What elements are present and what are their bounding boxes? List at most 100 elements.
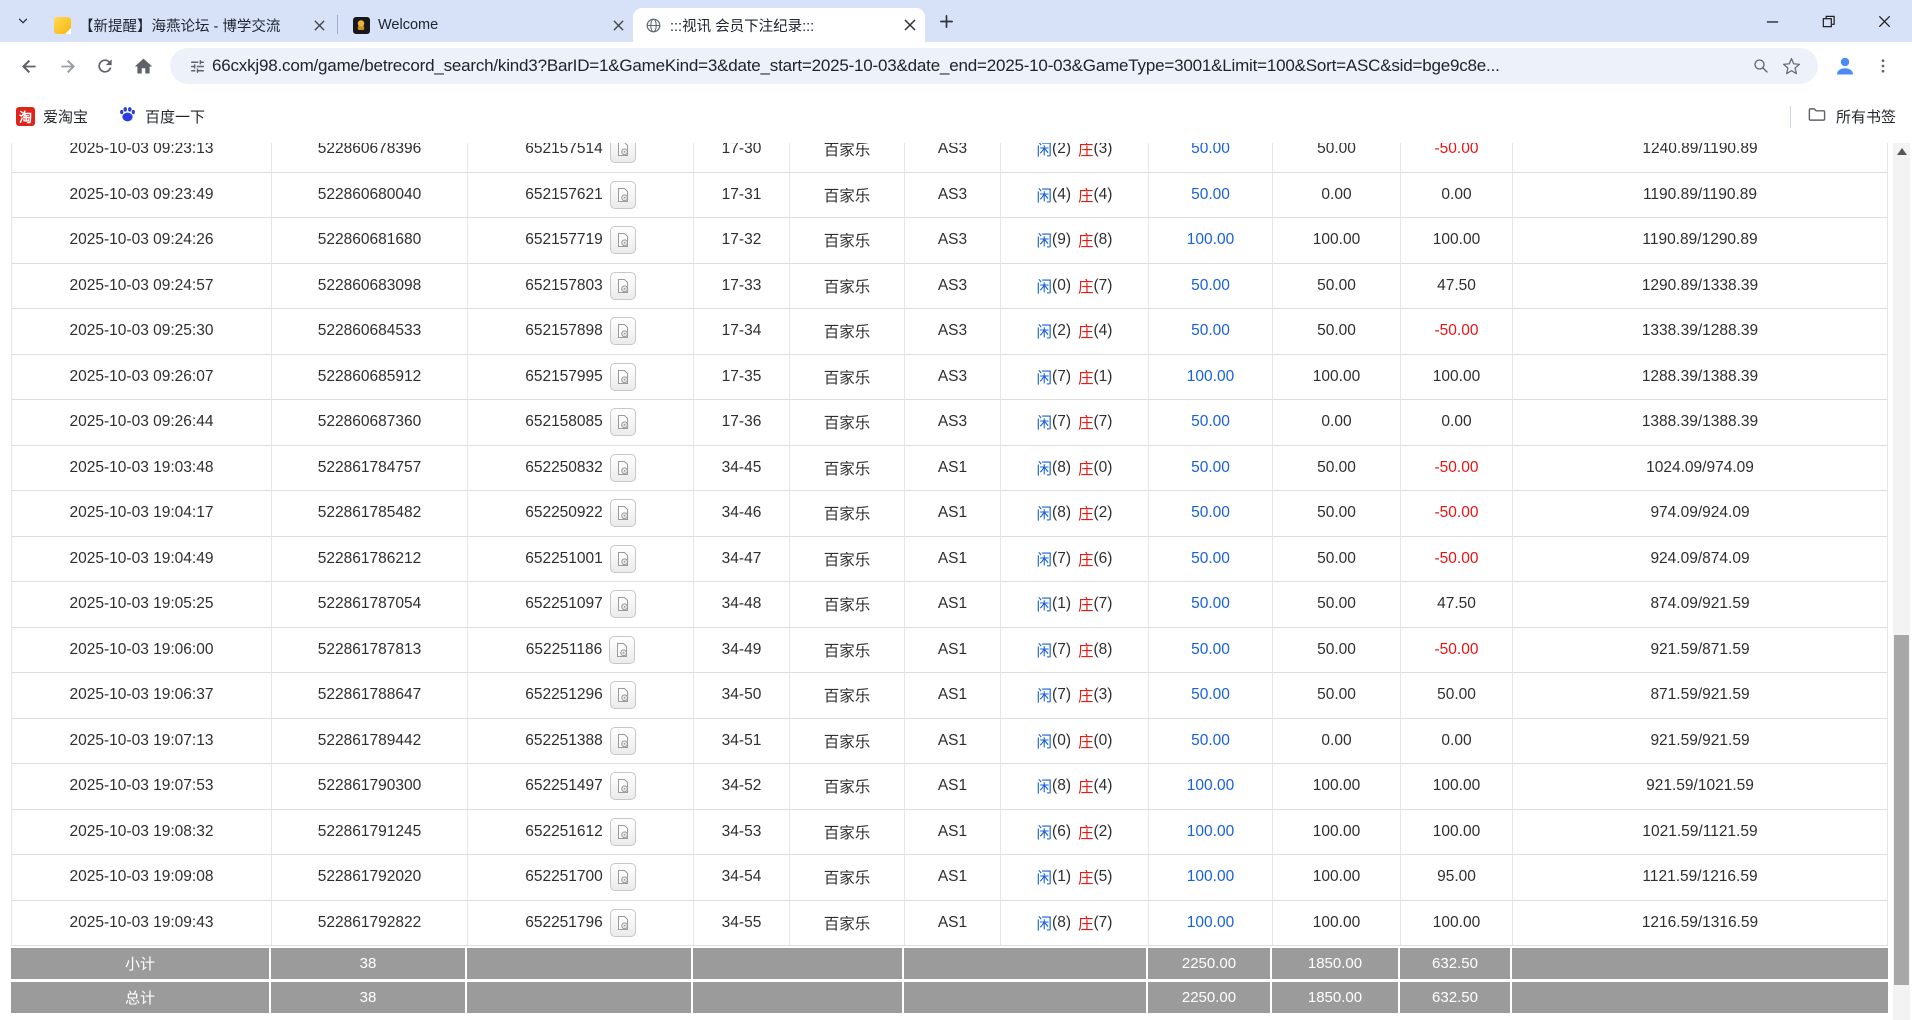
cell-bet-amount[interactable]: 50.00 (1149, 536, 1273, 581)
restore-window-icon[interactable] (1800, 0, 1856, 42)
cell-bet-detail: 闲 (1) 庄 (5) (1001, 855, 1149, 900)
cell-valid-amount: 0.00 (1273, 718, 1401, 763)
address-bar[interactable]: 66cxkj98.com/game/betrecord_search/kind3… (170, 48, 1818, 84)
video-record-icon[interactable] (609, 635, 636, 664)
cell-win-loss: 100.00 (1401, 218, 1513, 263)
banker-bet-label: 庄 (1078, 551, 1094, 569)
forward-icon[interactable] (48, 47, 86, 85)
cell-bet-id: 522860684533 (272, 309, 468, 354)
video-record-icon[interactable] (609, 499, 636, 528)
browser-menu-dots-icon[interactable] (1864, 47, 1902, 85)
cell-game-id: 652157621 (468, 172, 694, 217)
cell-valid-amount: 100.00 (1273, 809, 1401, 854)
video-record-icon[interactable] (609, 544, 636, 573)
cell-bet-amount[interactable]: 100.00 (1149, 764, 1273, 809)
cell-valid-amount: 100.00 (1273, 354, 1401, 399)
cell-bet-amount[interactable]: 100.00 (1149, 809, 1273, 854)
video-record-icon[interactable] (609, 817, 636, 846)
page-scrollbar[interactable] (1893, 143, 1910, 1020)
folder-icon (1807, 105, 1826, 128)
cell-balance: 974.09/924.09 (1513, 491, 1888, 536)
cell-valid-amount: 50.00 (1273, 536, 1401, 581)
player-bet-count: (0) (1052, 731, 1071, 749)
reload-icon[interactable] (86, 47, 124, 85)
cell-win-loss: 95.00 (1401, 855, 1513, 900)
zoom-magnifier-icon[interactable] (1746, 51, 1776, 81)
video-record-icon[interactable] (609, 590, 636, 619)
cell-win-loss: 0.00 (1401, 718, 1513, 763)
cell-bet-amount[interactable]: 50.00 (1149, 172, 1273, 217)
cell-bet-detail: 闲 (8) 庄 (0) (1001, 445, 1149, 490)
home-icon[interactable] (124, 47, 162, 85)
tab-forum-close-icon[interactable] (310, 16, 328, 34)
bookmark-baidu[interactable]: 百度一下 (118, 105, 205, 128)
back-icon[interactable] (10, 47, 48, 85)
video-record-icon[interactable] (609, 362, 636, 391)
tab-search-chevron-icon[interactable] (8, 6, 38, 36)
video-record-icon[interactable] (609, 772, 636, 801)
cell-game-name: 百家乐 (790, 855, 905, 900)
cell-bet-time: 2025-10-03 19:08:32 (12, 809, 272, 854)
scrollbar-thumb[interactable] (1894, 635, 1909, 985)
tab-welcome-close-icon[interactable] (609, 16, 627, 34)
cell-bet-amount[interactable]: 50.00 (1149, 445, 1273, 490)
tab-betrecord-active[interactable]: :::视讯 会员下注纪录::: (633, 8, 925, 42)
cell-bet-amount[interactable]: 50.00 (1149, 673, 1273, 718)
tab-welcome[interactable]: Welcome (341, 8, 633, 42)
video-record-icon[interactable] (609, 226, 636, 255)
cell-bet-amount[interactable]: 50.00 (1149, 263, 1273, 308)
cell-game-id: 652251612 (468, 809, 694, 854)
tab-betrecord-close-icon[interactable] (901, 16, 919, 34)
cell-bet-amount[interactable]: 100.00 (1149, 218, 1273, 263)
cell-round: 17-32 (694, 218, 790, 263)
cell-bet-amount[interactable]: 50.00 (1149, 582, 1273, 627)
cell-game-id: 652157898 (468, 309, 694, 354)
cell-bet-amount[interactable]: 50.00 (1149, 309, 1273, 354)
cell-bet-amount[interactable]: 50.00 (1149, 718, 1273, 763)
cell-bet-amount[interactable]: 50.00 (1149, 627, 1273, 672)
video-record-icon[interactable] (609, 453, 636, 482)
tab-forum[interactable]: 【新提醒】海燕论坛 - 博学交流 (42, 8, 334, 42)
table-row: 2025-10-03 09:24:26 522860681680 6521577… (11, 218, 1888, 264)
cell-game-id: 652251097 (468, 582, 694, 627)
profile-avatar-icon[interactable] (1826, 47, 1864, 85)
table-row: 2025-10-03 09:24:57 522860683098 6521578… (11, 263, 1888, 309)
cell-win-loss: 0.00 (1401, 172, 1513, 217)
site-settings-tune-icon[interactable] (182, 51, 212, 81)
video-record-icon[interactable] (609, 317, 636, 346)
banker-bet-count: (7) (1093, 413, 1113, 431)
video-record-icon[interactable] (609, 271, 636, 300)
cell-bet-amount[interactable]: 50.00 (1149, 400, 1273, 445)
cell-round: 17-36 (694, 400, 790, 445)
video-record-icon[interactable] (609, 726, 636, 755)
all-bookmarks[interactable]: 所有书签 (1789, 105, 1896, 128)
cell-bet-amount[interactable]: 100.00 (1149, 354, 1273, 399)
cell-win-loss: -50.00 (1401, 309, 1513, 354)
cell-bet-amount[interactable]: 100.00 (1149, 900, 1273, 945)
video-record-icon[interactable] (609, 908, 636, 937)
cell-bet-time: 2025-10-03 19:06:00 (12, 627, 272, 672)
url-text[interactable]: 66cxkj98.com/game/betrecord_search/kind3… (212, 56, 1500, 75)
banker-bet-count: (4) (1093, 185, 1113, 203)
cell-bet-amount[interactable]: 50.00 (1149, 143, 1273, 172)
tab-forum-title: 【新提醒】海燕论坛 - 博学交流 (79, 18, 281, 35)
close-window-icon[interactable] (1856, 0, 1912, 42)
summary-win-total: 632.50 (1400, 982, 1512, 1013)
video-record-icon[interactable] (609, 863, 636, 892)
new-tab-button[interactable] (931, 6, 961, 36)
video-record-icon[interactable] (609, 180, 636, 209)
banker-bet-label: 庄 (1078, 143, 1094, 160)
cell-bet-amount[interactable]: 50.00 (1149, 491, 1273, 536)
banker-bet-count: (8) (1093, 640, 1113, 658)
video-record-icon[interactable] (609, 408, 636, 437)
bookmark-star-icon[interactable] (1776, 51, 1806, 81)
cell-bet-amount[interactable]: 100.00 (1149, 855, 1273, 900)
bookmark-taobao[interactable]: 淘 爱淘宝 (16, 106, 88, 127)
cell-table-code: AS1 (905, 445, 1001, 490)
cell-game-id: 652251700 (468, 855, 694, 900)
video-record-icon[interactable] (609, 681, 636, 710)
minimize-icon[interactable] (1744, 0, 1800, 42)
scrollbar-up-arrow-icon[interactable] (1893, 143, 1910, 159)
video-record-icon[interactable] (609, 143, 636, 164)
player-bet-count: (1) (1052, 595, 1071, 613)
